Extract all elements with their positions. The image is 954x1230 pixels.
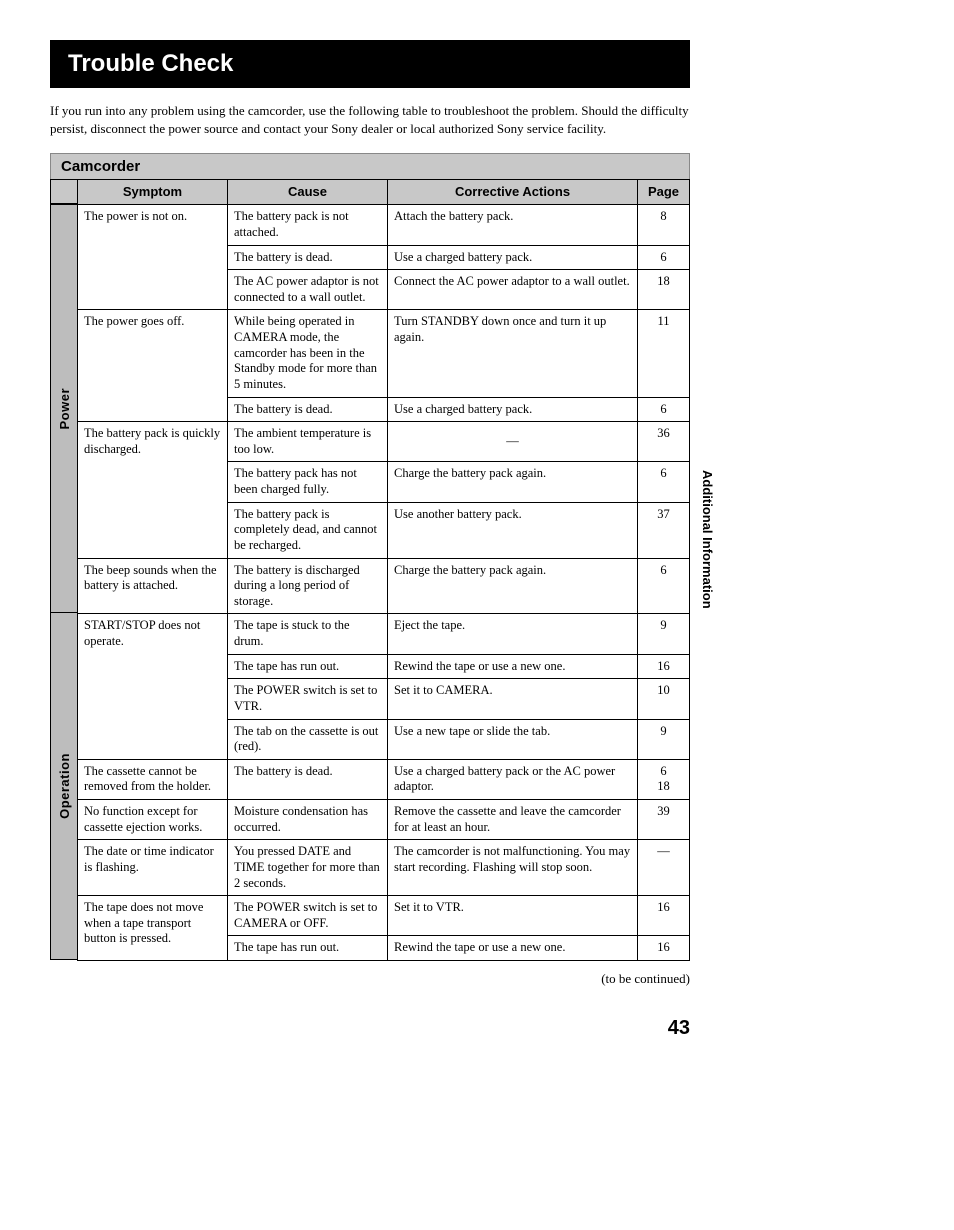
action-cell: Rewind the tape or use a new one. [388,654,638,679]
action-cell: — [388,422,638,462]
page-number: 43 [50,1017,690,1040]
cause-cell: The tab on the cassette is out (red). [228,719,388,759]
action-cell: Turn STANDBY down once and turn it up ag… [388,310,638,397]
cause-cell: The POWER switch is set to VTR. [228,679,388,719]
header-symptom: Symptom [78,180,228,205]
action-cell: Rewind the tape or use a new one. [388,936,638,961]
action-cell: Use a charged battery pack or the AC pow… [388,759,638,799]
symptom-cell: START/STOP does not operate. [78,614,228,759]
table-row: The battery pack is quickly discharged.T… [78,422,690,462]
table-row: The power goes off.While being operated … [78,310,690,397]
action-cell: Charge the battery pack again. [388,462,638,502]
side-tab-label: Additional Information [700,470,715,609]
category-cell: Operation [50,613,77,960]
table-row: The cassette cannot be removed from the … [78,759,690,799]
page-cell: 6 [638,462,690,502]
page-cell: 37 [638,502,690,558]
page-cell: 9 [638,719,690,759]
page-cell: 16 [638,896,690,936]
symptom-cell: The battery pack is quickly discharged. [78,422,228,558]
symptom-cell: The date or time indicator is flashing. [78,840,228,896]
table-row: The power is not on.The battery pack is … [78,205,690,245]
cause-cell: The tape has run out. [228,654,388,679]
cause-cell: The battery is dead. [228,245,388,270]
page-title: Trouble Check [50,40,690,88]
cause-cell: While being operated in CAMERA mode, the… [228,310,388,397]
category-label: Power [57,388,72,430]
table-header-row: Symptom Cause Corrective Actions Page [78,180,690,205]
cause-cell: The battery is discharged during a long … [228,558,388,614]
action-cell: Charge the battery pack again. [388,558,638,614]
table-row: No function except for cassette ejection… [78,800,690,840]
action-cell: Use a new tape or slide the tab. [388,719,638,759]
symptom-cell: The beep sounds when the battery is atta… [78,558,228,614]
cause-cell: The POWER switch is set to CAMERA or OFF… [228,896,388,936]
action-cell: Remove the cassette and leave the camcor… [388,800,638,840]
action-cell: Use a charged battery pack. [388,245,638,270]
action-cell: The camcorder is not malfunctioning. You… [388,840,638,896]
page-cell: 18 [638,270,690,310]
page-cell: 6 18 [638,759,690,799]
cause-cell: The battery is dead. [228,397,388,422]
cause-cell: The battery pack is completely dead, and… [228,502,388,558]
page-cell: 10 [638,679,690,719]
category-label: Operation [57,753,72,819]
table-row: The date or time indicator is flashing.Y… [78,840,690,896]
symptom-cell: The power is not on. [78,205,228,310]
cause-cell: The ambient temperature is too low. [228,422,388,462]
table-row: The tape does not move when a tape trans… [78,896,690,936]
troubleshoot-table: Symptom Cause Corrective Actions Page Th… [77,179,690,961]
symptom-cell: The cassette cannot be removed from the … [78,759,228,799]
page-cell: 11 [638,310,690,397]
cause-cell: The AC power adaptor is not connected to… [228,270,388,310]
cause-cell: The tape has run out. [228,936,388,961]
cause-cell: The battery pack has not been charged fu… [228,462,388,502]
page-cell: 36 [638,422,690,462]
cause-cell: The battery is dead. [228,759,388,799]
cause-cell: The tape is stuck to the drum. [228,614,388,654]
header-page: Page [638,180,690,205]
page-cell: 6 [638,558,690,614]
page-cell: 39 [638,800,690,840]
cause-cell: Moisture condensation has occurred. [228,800,388,840]
symptom-cell: No function except for cassette ejection… [78,800,228,840]
action-cell: Eject the tape. [388,614,638,654]
action-cell: Set it to CAMERA. [388,679,638,719]
page-cell: 8 [638,205,690,245]
action-cell: Attach the battery pack. [388,205,638,245]
continued-note: (to be continued) [50,971,690,987]
symptom-cell: The power goes off. [78,310,228,422]
section-header: Camcorder [50,153,690,179]
intro-text: If you run into any problem using the ca… [50,102,690,137]
header-cause: Cause [228,180,388,205]
symptom-cell: The tape does not move when a tape trans… [78,896,228,961]
page-cell: 9 [638,614,690,654]
table-row: The beep sounds when the battery is atta… [78,558,690,614]
category-cell: Power [50,204,77,613]
action-cell: Use a charged battery pack. [388,397,638,422]
page-cell: 6 [638,397,690,422]
page-cell: 16 [638,936,690,961]
action-cell: Connect the AC power adaptor to a wall o… [388,270,638,310]
cause-cell: The battery pack is not attached. [228,205,388,245]
action-cell: Set it to VTR. [388,896,638,936]
page-cell: 16 [638,654,690,679]
page-cell: — [638,840,690,896]
action-cell: Use another battery pack. [388,502,638,558]
troubleshoot-table-wrap: Power Operation Symptom Cause Corrective … [50,179,690,961]
category-column: Power Operation [50,179,77,961]
cause-cell: You pressed DATE and TIME together for m… [228,840,388,896]
table-row: START/STOP does not operate.The tape is … [78,614,690,654]
page-cell: 6 [638,245,690,270]
header-action: Corrective Actions [388,180,638,205]
